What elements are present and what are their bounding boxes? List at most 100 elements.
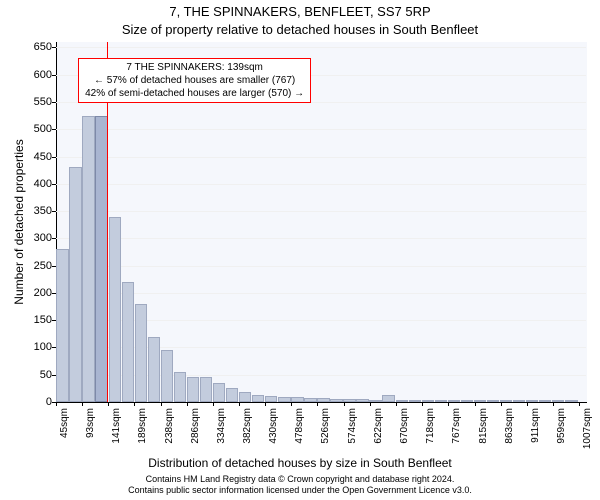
gridline-h	[56, 157, 586, 158]
chart-plot: 0501001502002503003504004505005506006504…	[56, 42, 586, 402]
xtick-label: 478sqm	[294, 408, 305, 444]
annotation-line: 7 THE SPINNAKERS: 139sqm	[85, 61, 304, 74]
xtick-label: 430sqm	[268, 408, 279, 444]
xtick-label: 238sqm	[164, 408, 175, 444]
xtick-mark	[108, 402, 109, 406]
annotation-line: ← 57% of detached houses are smaller (76…	[85, 74, 304, 87]
bar	[265, 396, 277, 402]
xtick-mark	[553, 402, 554, 406]
ytick-label: 100	[34, 341, 52, 353]
xtick-label: 959sqm	[556, 408, 567, 444]
ytick-label: 200	[34, 287, 52, 299]
bar	[422, 400, 434, 402]
ytick-label: 250	[34, 260, 52, 272]
xtick-label: 93sqm	[85, 408, 96, 438]
xtick-mark	[448, 402, 449, 406]
bar	[69, 167, 81, 402]
xtick-mark	[187, 402, 188, 406]
bar	[343, 399, 355, 402]
chart-title: Size of property relative to detached ho…	[0, 22, 600, 37]
gridline-h	[56, 266, 586, 267]
bar	[330, 399, 342, 402]
annotation-box: 7 THE SPINNAKERS: 139sqm← 57% of detache…	[78, 58, 311, 103]
ytick-mark	[52, 184, 56, 185]
xtick-label: 574sqm	[347, 408, 358, 444]
chart-supertitle: 7, THE SPINNAKERS, BENFLEET, SS7 5RP	[0, 4, 600, 19]
bar	[291, 397, 303, 402]
xtick-mark	[161, 402, 162, 406]
bar	[304, 398, 316, 402]
ytick-mark	[52, 238, 56, 239]
footnote-line2: Contains public sector information licen…	[0, 485, 600, 496]
bar	[317, 398, 329, 402]
ytick-mark	[52, 157, 56, 158]
footnote: Contains HM Land Registry data © Crown c…	[0, 474, 600, 496]
ytick-label: 600	[34, 69, 52, 81]
xtick-label: 45sqm	[59, 408, 70, 438]
ytick-mark	[52, 102, 56, 103]
bar	[200, 377, 212, 402]
bar	[396, 400, 408, 402]
gridline-h	[56, 211, 586, 212]
xtick-label: 382sqm	[242, 408, 253, 444]
xtick-label: 911sqm	[530, 408, 541, 443]
xtick-mark	[239, 402, 240, 406]
bar	[226, 388, 238, 402]
xtick-label: 670sqm	[399, 408, 410, 444]
ytick-label: 50	[40, 369, 52, 381]
bar	[95, 116, 107, 402]
gridline-h	[56, 238, 586, 239]
bar	[526, 400, 538, 402]
y-axis-label: Number of detached properties	[12, 139, 26, 304]
xtick-mark	[475, 402, 476, 406]
xtick-mark	[344, 402, 345, 406]
bar	[448, 400, 460, 402]
bar	[565, 400, 577, 402]
bar	[487, 400, 499, 402]
xtick-mark	[134, 402, 135, 406]
ytick-mark	[52, 211, 56, 212]
xtick-mark	[56, 402, 57, 406]
bar	[239, 392, 251, 402]
ytick-label: 400	[34, 178, 52, 190]
xtick-label: 141sqm	[111, 408, 122, 444]
bar	[500, 400, 512, 402]
gridline-h	[56, 293, 586, 294]
bar	[369, 400, 381, 402]
bar	[148, 337, 160, 402]
xtick-mark	[579, 402, 580, 406]
ytick-mark	[52, 129, 56, 130]
xtick-mark	[396, 402, 397, 406]
bar	[82, 116, 94, 402]
ytick-label: 550	[34, 96, 52, 108]
bar	[513, 400, 525, 402]
bar	[356, 399, 368, 402]
xtick-label: 189sqm	[137, 408, 148, 444]
xtick-mark	[213, 402, 214, 406]
bar	[474, 400, 486, 402]
xtick-label: 334sqm	[216, 408, 227, 444]
bar	[187, 377, 199, 402]
gridline-h	[56, 47, 586, 48]
xtick-label: 622sqm	[373, 408, 384, 444]
xtick-mark	[317, 402, 318, 406]
bar	[135, 304, 147, 402]
bar	[552, 400, 564, 402]
gridline-h	[56, 129, 586, 130]
ytick-mark	[52, 75, 56, 76]
xtick-label: 1007sqm	[582, 408, 593, 449]
ytick-label: 450	[34, 151, 52, 163]
ytick-label: 300	[34, 232, 52, 244]
bar	[122, 282, 134, 402]
bar	[56, 249, 68, 402]
xtick-label: 767sqm	[451, 408, 462, 444]
footnote-line1: Contains HM Land Registry data © Crown c…	[0, 474, 600, 485]
xtick-label: 526sqm	[320, 408, 331, 444]
x-axis-label: Distribution of detached houses by size …	[0, 456, 600, 470]
bar	[435, 400, 447, 402]
ytick-label: 650	[34, 41, 52, 53]
bar	[213, 383, 225, 402]
bar	[409, 400, 421, 402]
bar	[109, 217, 121, 402]
bar	[278, 397, 290, 402]
